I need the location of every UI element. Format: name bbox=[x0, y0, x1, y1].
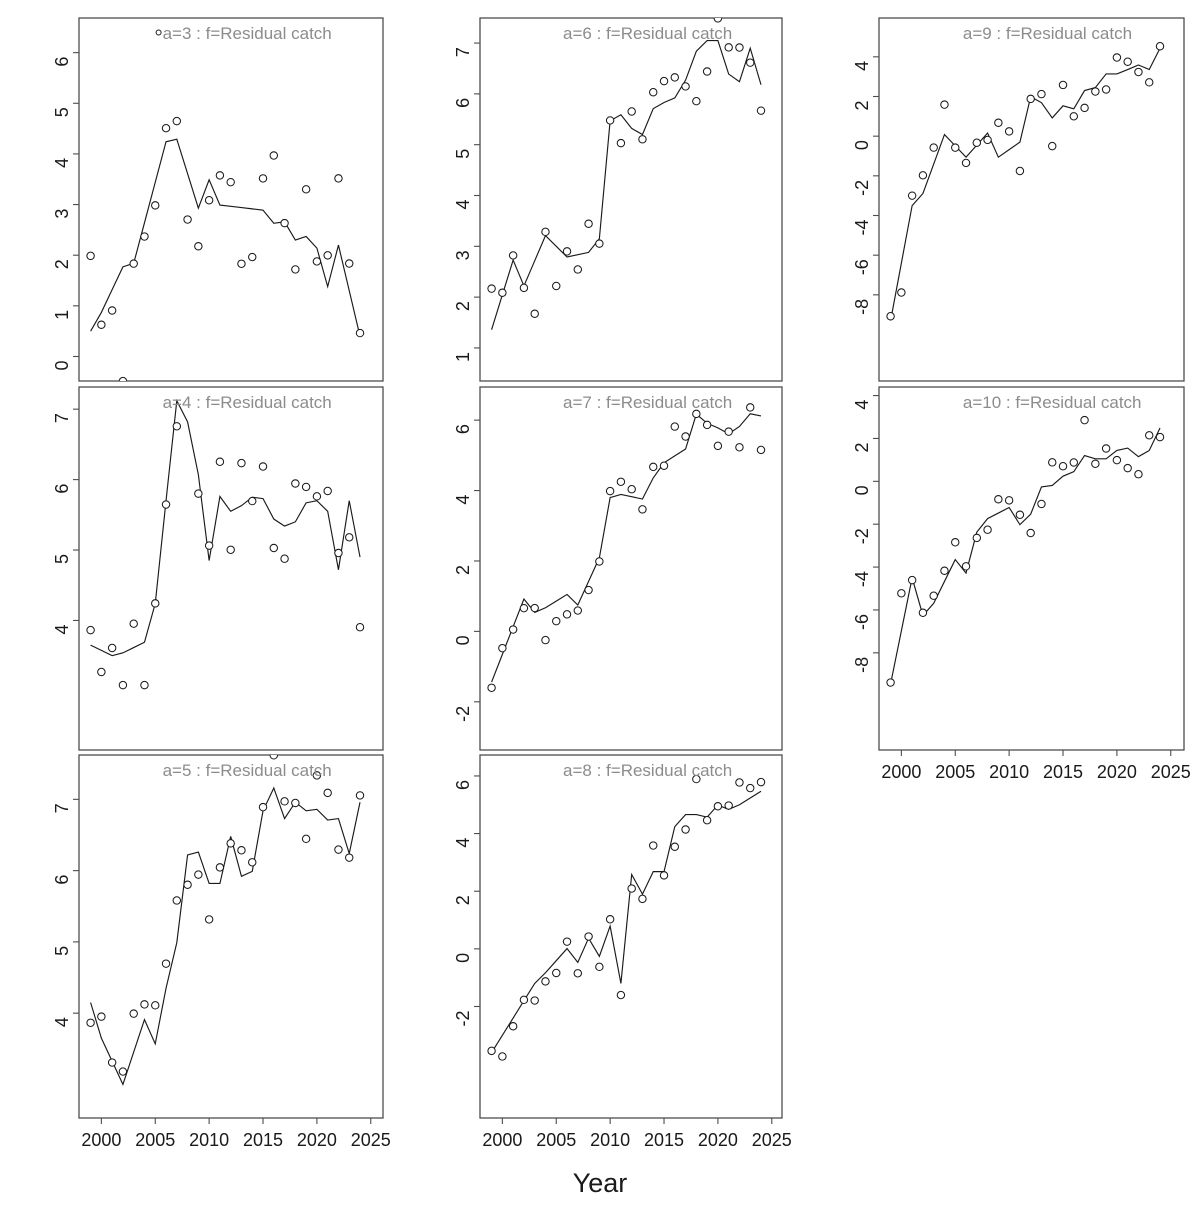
svg-text:7: 7 bbox=[52, 413, 72, 423]
svg-text:2: 2 bbox=[453, 301, 473, 311]
svg-text:6: 6 bbox=[453, 780, 473, 790]
svg-text:0: 0 bbox=[453, 953, 473, 963]
svg-text:2000: 2000 bbox=[81, 1130, 121, 1150]
svg-text:5: 5 bbox=[52, 107, 72, 117]
svg-text:a=5 : f=Residual catch: a=5 : f=Residual catch bbox=[163, 761, 332, 780]
svg-text:-8: -8 bbox=[852, 657, 872, 673]
svg-text:4: 4 bbox=[852, 400, 872, 410]
svg-text:5: 5 bbox=[52, 946, 72, 956]
svg-text:4: 4 bbox=[52, 624, 72, 634]
svg-text:a=4 : f=Residual catch: a=4 : f=Residual catch bbox=[163, 393, 332, 412]
svg-text:2: 2 bbox=[52, 259, 72, 269]
svg-text:7: 7 bbox=[453, 47, 473, 57]
svg-text:2025: 2025 bbox=[752, 1130, 792, 1150]
svg-text:2: 2 bbox=[453, 895, 473, 905]
svg-text:6: 6 bbox=[453, 98, 473, 108]
svg-text:-6: -6 bbox=[852, 259, 872, 275]
svg-text:-2: -2 bbox=[453, 1011, 473, 1027]
svg-text:2015: 2015 bbox=[1043, 762, 1083, 782]
svg-text:a=10 : f=Residual catch: a=10 : f=Residual catch bbox=[963, 393, 1142, 412]
svg-text:2010: 2010 bbox=[590, 1130, 630, 1150]
svg-text:a=9 : f=Residual catch: a=9 : f=Residual catch bbox=[963, 24, 1132, 43]
svg-text:4: 4 bbox=[453, 838, 473, 848]
svg-text:2005: 2005 bbox=[536, 1130, 576, 1150]
svg-text:3: 3 bbox=[453, 250, 473, 260]
svg-text:2005: 2005 bbox=[935, 762, 975, 782]
svg-text:2015: 2015 bbox=[644, 1130, 684, 1150]
svg-text:2: 2 bbox=[453, 565, 473, 575]
svg-text:4: 4 bbox=[852, 61, 872, 71]
svg-text:4: 4 bbox=[52, 158, 72, 168]
svg-text:2005: 2005 bbox=[135, 1130, 175, 1150]
svg-text:6: 6 bbox=[52, 57, 72, 67]
svg-text:6: 6 bbox=[52, 875, 72, 885]
svg-text:7: 7 bbox=[52, 803, 72, 813]
svg-text:a=8 : f=Residual catch: a=8 : f=Residual catch bbox=[563, 761, 732, 780]
svg-text:0: 0 bbox=[453, 635, 473, 645]
svg-text:-6: -6 bbox=[852, 614, 872, 630]
svg-text:2: 2 bbox=[852, 442, 872, 452]
svg-text:a=3 : f=Residual catch: a=3 : f=Residual catch bbox=[163, 24, 332, 43]
svg-text:2010: 2010 bbox=[989, 762, 1029, 782]
svg-text:6: 6 bbox=[453, 424, 473, 434]
svg-text:4: 4 bbox=[52, 1017, 72, 1027]
svg-text:2: 2 bbox=[852, 101, 872, 111]
svg-text:2020: 2020 bbox=[297, 1130, 337, 1150]
svg-text:-2: -2 bbox=[852, 180, 872, 196]
svg-text:1: 1 bbox=[453, 352, 473, 362]
svg-text:2025: 2025 bbox=[351, 1130, 391, 1150]
svg-text:4: 4 bbox=[453, 200, 473, 210]
svg-text:0: 0 bbox=[852, 485, 872, 495]
svg-text:Year: Year bbox=[573, 1168, 628, 1198]
svg-text:-2: -2 bbox=[453, 706, 473, 722]
svg-text:2015: 2015 bbox=[243, 1130, 283, 1150]
svg-text:2010: 2010 bbox=[189, 1130, 229, 1150]
svg-text:6: 6 bbox=[52, 484, 72, 494]
svg-text:-8: -8 bbox=[852, 299, 872, 315]
svg-text:-2: -2 bbox=[852, 528, 872, 544]
svg-text:-4: -4 bbox=[852, 571, 872, 587]
svg-text:0: 0 bbox=[52, 360, 72, 370]
svg-text:2000: 2000 bbox=[482, 1130, 522, 1150]
svg-text:3: 3 bbox=[52, 209, 72, 219]
svg-text:2000: 2000 bbox=[881, 762, 921, 782]
svg-text:2020: 2020 bbox=[698, 1130, 738, 1150]
svg-text:-4: -4 bbox=[852, 220, 872, 236]
svg-text:2020: 2020 bbox=[1097, 762, 1137, 782]
svg-text:0: 0 bbox=[852, 140, 872, 150]
svg-text:a=7 : f=Residual catch: a=7 : f=Residual catch bbox=[563, 393, 732, 412]
svg-text:2025: 2025 bbox=[1151, 762, 1191, 782]
svg-text:1: 1 bbox=[52, 310, 72, 320]
svg-text:a=6 : f=Residual catch: a=6 : f=Residual catch bbox=[563, 24, 732, 43]
svg-text:5: 5 bbox=[52, 554, 72, 564]
svg-text:5: 5 bbox=[453, 149, 473, 159]
svg-text:4: 4 bbox=[453, 495, 473, 505]
